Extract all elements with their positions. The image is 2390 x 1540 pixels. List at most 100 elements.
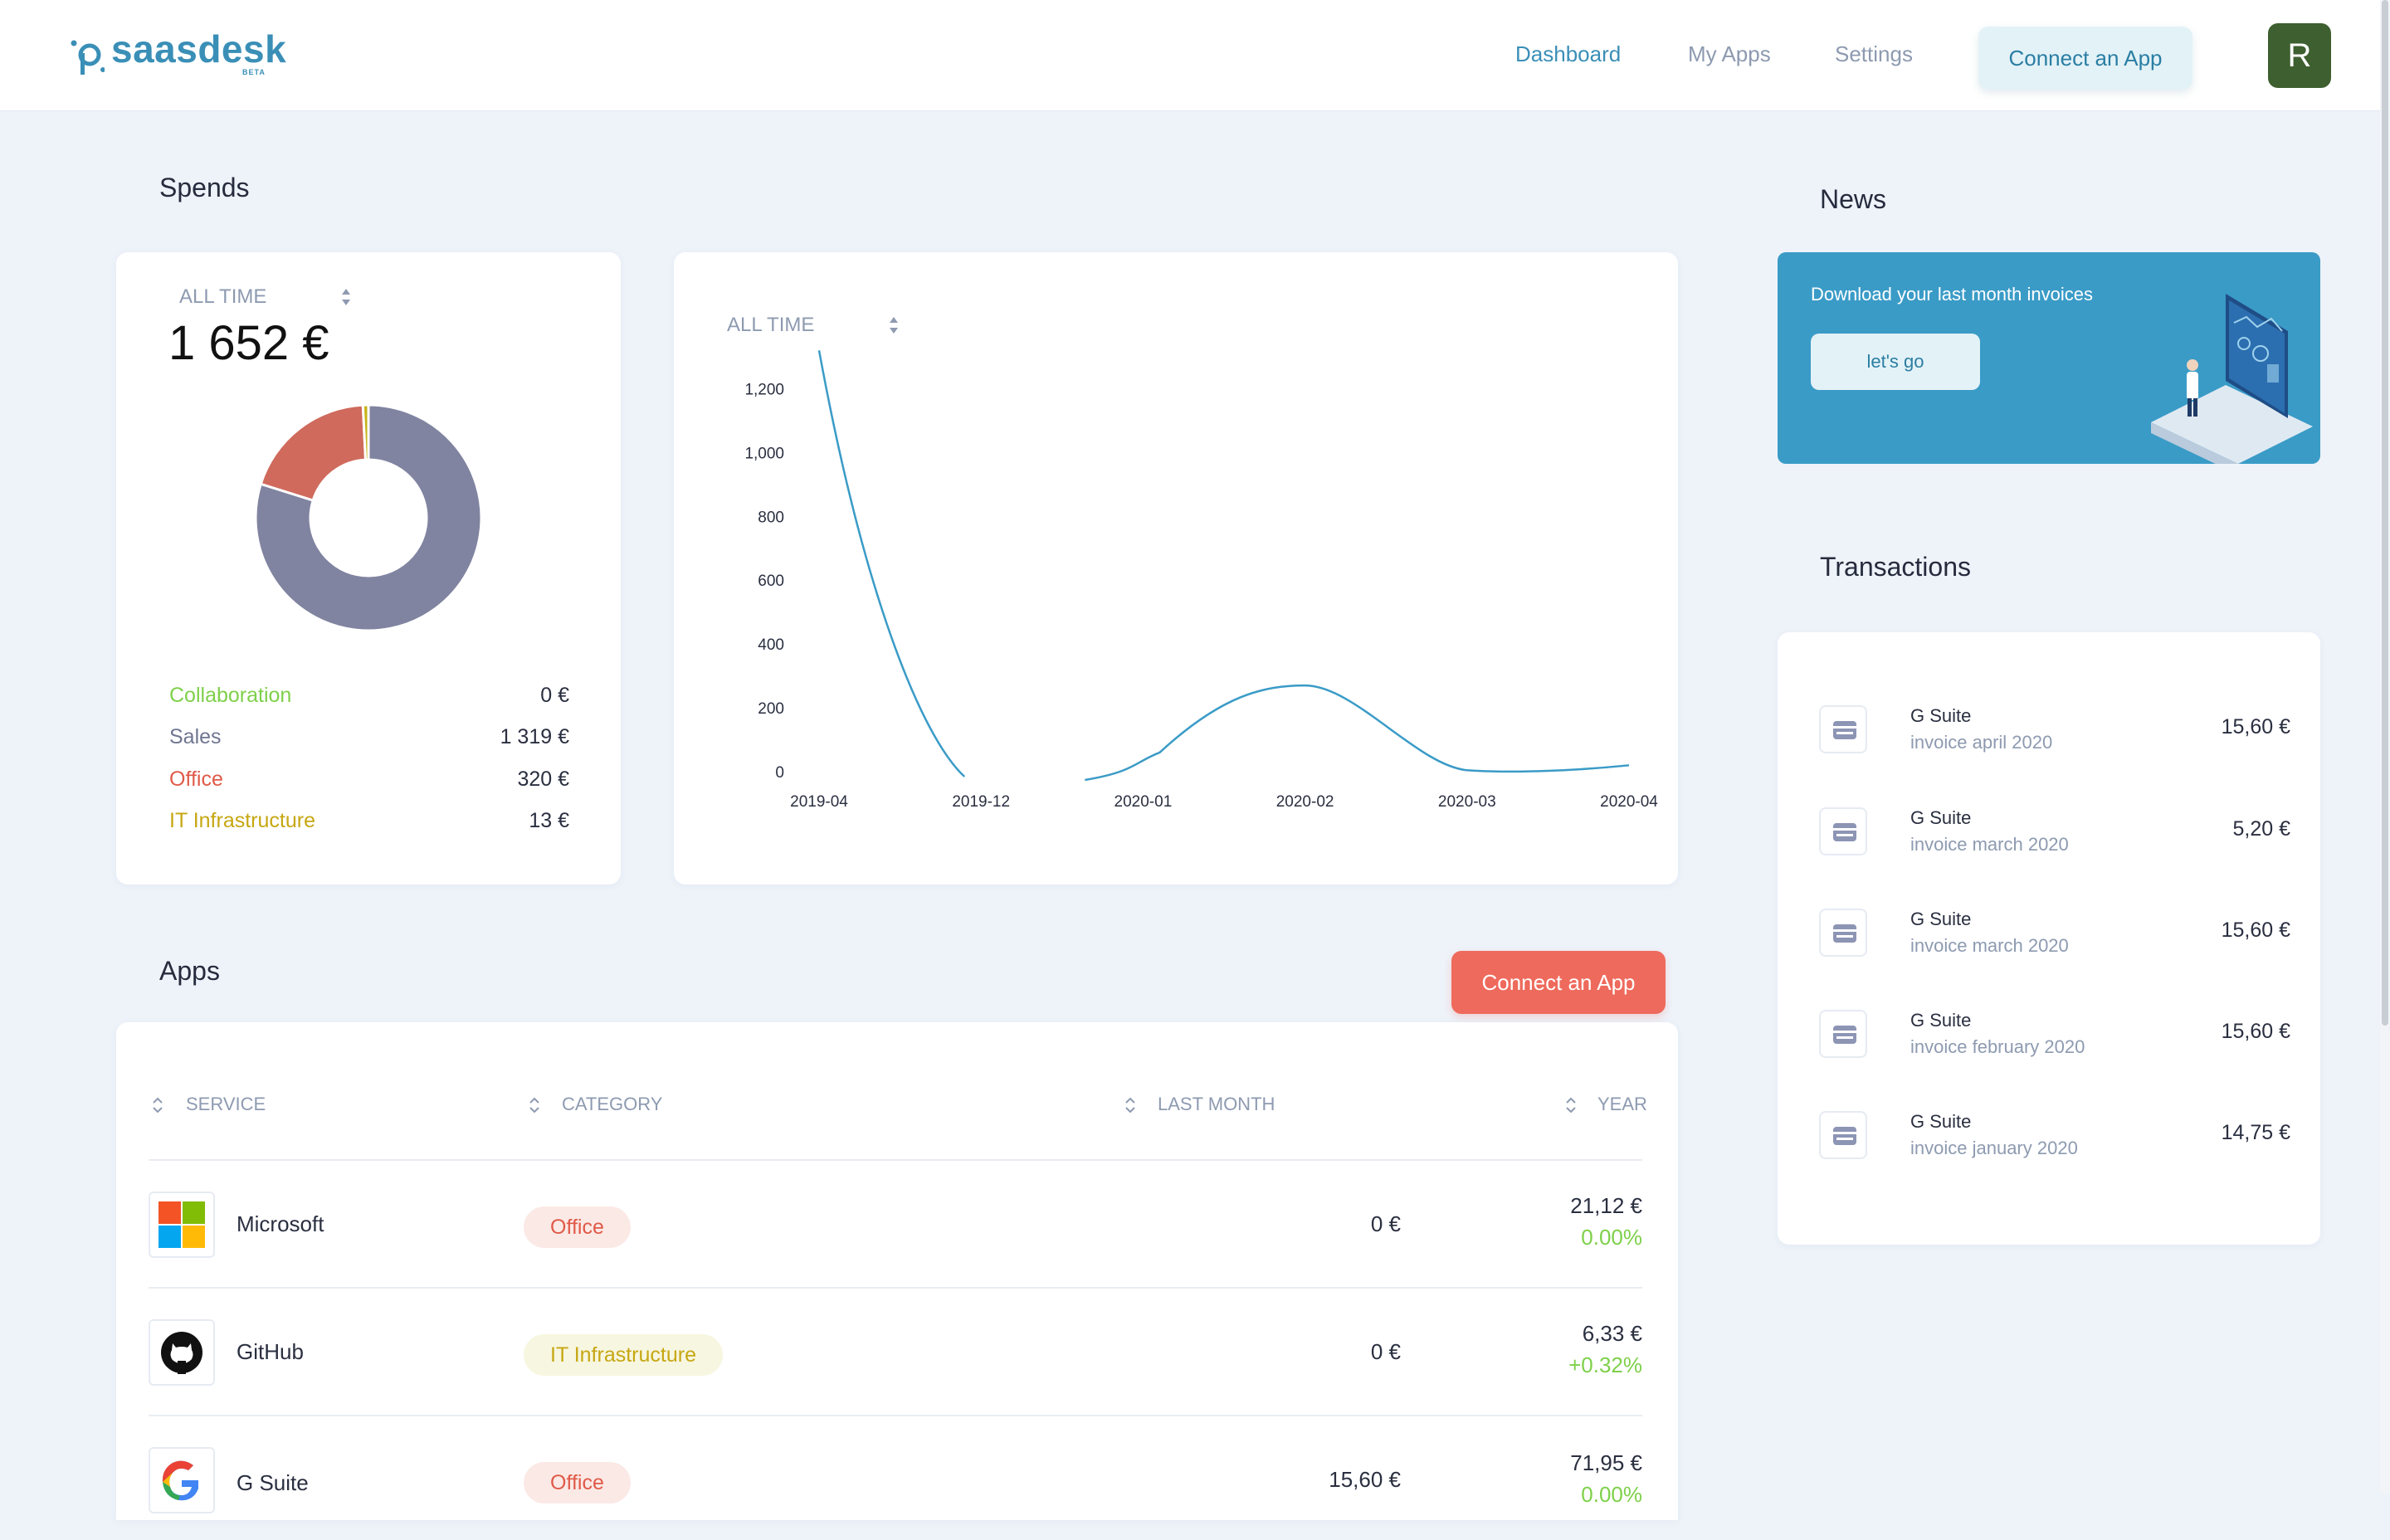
spend-donut-chart <box>254 403 483 632</box>
y-tick-label: 200 <box>758 700 784 718</box>
nav-my-apps[interactable]: My Apps <box>1688 41 1771 66</box>
x-tick-label: 2020-03 <box>1438 793 1496 811</box>
x-tick-label: 2019-12 <box>952 793 1010 811</box>
legend-value: 13 € <box>529 809 569 832</box>
sort-service-icon[interactable] <box>152 1095 163 1115</box>
credit-card-icon <box>1819 705 1867 753</box>
scrollbar-thumb[interactable] <box>2382 0 2388 1026</box>
y-tick-label: 1,200 <box>744 381 784 398</box>
credit-card-icon <box>1819 1010 1867 1058</box>
credit-card-icon <box>1819 807 1867 855</box>
transaction-amount: 14,75 € <box>2221 1121 2290 1144</box>
transaction-item[interactable]: G Suite invoice march 2020 15,60 € <box>1819 902 2290 968</box>
spends-period-select[interactable]: ALL TIME <box>179 285 267 308</box>
year-change: 0.00% <box>1581 1482 1642 1507</box>
microsoft-logo-icon <box>149 1192 215 1258</box>
apps-table-card <box>116 1022 1678 1520</box>
legend-row-sales: Sales 1 319 € <box>169 725 569 755</box>
transaction-item[interactable]: G Suite invoice february 2020 15,60 € <box>1819 1003 2290 1070</box>
column-header-year[interactable]: YEAR <box>1597 1094 1647 1114</box>
transaction-description: invoice march 2020 <box>1910 834 2069 855</box>
legend-row-it-infrastructure: IT Infrastructure 13 € <box>169 809 569 839</box>
user-avatar[interactable]: R <box>2268 23 2331 88</box>
x-tick-label: 2019-04 <box>790 793 848 811</box>
y-tick-label: 1,000 <box>744 445 784 462</box>
google-logo-icon <box>149 1447 215 1513</box>
period-sort-icon[interactable] <box>340 287 352 307</box>
year-change: +0.32% <box>1568 1352 1642 1377</box>
legend-label: Collaboration <box>169 684 292 707</box>
x-tick-label: 2020-04 <box>1600 793 1658 811</box>
y-tick-label: 400 <box>758 636 784 654</box>
nav-settings[interactable]: Settings <box>1835 41 1913 66</box>
last-month-value: 0 € <box>1370 1339 1401 1364</box>
legend-value: 0 € <box>540 684 569 707</box>
logo-mark-icon <box>71 40 105 75</box>
sort-last-month-icon[interactable] <box>1124 1095 1136 1115</box>
transaction-amount: 15,60 € <box>2221 1020 2290 1043</box>
beta-badge: BETA <box>242 68 266 76</box>
app-name: G Suite <box>237 1470 309 1495</box>
category-tag: IT Infrastructure <box>524 1334 723 1376</box>
column-header-last-month[interactable]: LAST MONTH <box>1158 1094 1275 1114</box>
github-logo-icon <box>149 1319 215 1386</box>
transaction-description: invoice january 2020 <box>1910 1138 2078 1158</box>
logo-text: saasdesk <box>111 27 287 71</box>
analytics-illustration-icon <box>2151 294 2313 464</box>
year-value: 71,95 € <box>1570 1450 1642 1475</box>
sort-category-icon[interactable] <box>529 1095 540 1115</box>
spend-line-chart: 0 200 400 600 800 1,000 1,200 2019-04 2019-12 202… <box>744 350 1658 811</box>
year-value: 21,12 € <box>1570 1193 1642 1218</box>
app-name: GitHub <box>237 1339 304 1364</box>
legend-value: 320 € <box>517 768 569 791</box>
apps-title: Apps <box>159 956 220 986</box>
transaction-name: G Suite <box>1910 1111 1972 1132</box>
y-tick-label: 600 <box>758 573 784 590</box>
table-divider <box>149 1159 1642 1161</box>
credit-card-icon <box>1819 1111 1867 1159</box>
line-series-segment <box>817 350 966 777</box>
transaction-item[interactable]: G Suite invoice march 2020 5,20 € <box>1819 801 2290 867</box>
column-header-category[interactable]: CATEGORY <box>562 1094 663 1114</box>
top-navigation-bar: saasdesk BETA Dashboard My Apps Settings… <box>0 0 2380 110</box>
legend-label: IT Infrastructure <box>169 809 315 832</box>
news-banner: Download your last month invoices let's … <box>1778 252 2320 464</box>
transaction-amount: 15,60 € <box>2221 715 2290 738</box>
donut-slice-it-infrastructure <box>361 403 370 461</box>
news-title: News <box>1820 184 1887 214</box>
connect-app-button[interactable]: Connect an App <box>1978 27 2192 90</box>
table-divider <box>149 1287 1642 1289</box>
legend-value: 1 319 € <box>500 725 569 748</box>
legend-row-office: Office 320 € <box>169 768 569 797</box>
nav-dashboard[interactable]: Dashboard <box>1515 41 1622 66</box>
category-tag: Office <box>524 1206 631 1248</box>
legend-label: Sales <box>169 725 222 748</box>
spends-summary-card <box>116 252 621 885</box>
connect-app-button-apps[interactable]: Connect an App <box>1451 951 1666 1014</box>
x-tick-label: 2020-02 <box>1276 793 1334 811</box>
lets-go-button[interactable]: let's go <box>1811 334 1980 390</box>
year-change: 0.00% <box>1581 1225 1642 1250</box>
transactions-card <box>1778 632 2320 1245</box>
table-row-g-suite[interactable]: G Suite Office 15,60 € 71,95 € 0.00% <box>149 1416 1642 1540</box>
transaction-item[interactable]: G Suite invoice january 2020 14,75 € <box>1819 1104 2290 1171</box>
news-text: Download your last month invoices <box>1811 284 2093 305</box>
legend-label: Office <box>169 768 223 791</box>
total-spend-amount: 1 652 € <box>168 316 329 370</box>
spends-title: Spends <box>159 173 250 202</box>
transactions-title: Transactions <box>1820 552 1971 582</box>
table-divider <box>149 1415 1642 1416</box>
sort-year-icon[interactable] <box>1565 1095 1577 1115</box>
trend-period-sort-icon[interactable] <box>888 315 900 335</box>
table-row-github[interactable]: GitHub IT Infrastructure 0 € 6,33 € +0.3… <box>149 1288 1642 1412</box>
transaction-item[interactable]: G Suite invoice april 2020 15,60 € <box>1819 699 2290 765</box>
transaction-description: invoice march 2020 <box>1910 935 2069 956</box>
trend-period-select[interactable]: ALL TIME <box>727 314 815 336</box>
column-header-service[interactable]: SERVICE <box>186 1094 266 1114</box>
y-tick-label: 0 <box>775 764 784 782</box>
transaction-name: G Suite <box>1910 1010 1972 1031</box>
transaction-name: G Suite <box>1910 807 1972 828</box>
y-tick-label: 800 <box>758 509 784 526</box>
app-name: Microsoft <box>237 1211 324 1236</box>
table-row-microsoft[interactable]: Microsoft Office 0 € 21,12 € 0.00% <box>149 1160 1642 1284</box>
